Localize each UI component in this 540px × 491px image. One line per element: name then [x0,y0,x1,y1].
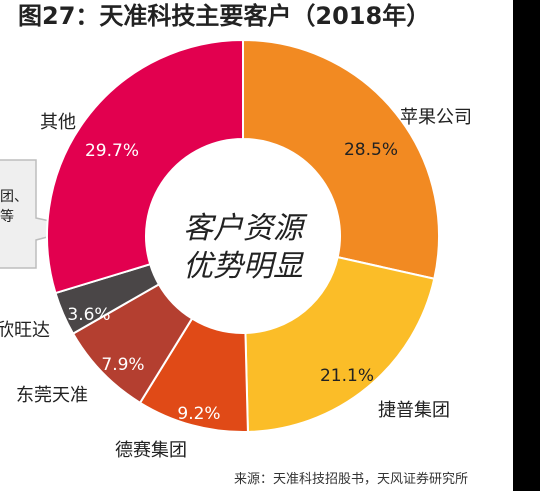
donut-hole [146,139,340,333]
slice-value-label-3: 7.9% [101,355,144,375]
callout-line-2: 等 [0,209,14,225]
slice-value-label-0: 28.5% [344,140,398,160]
slice-value-label-5: 29.7% [85,141,139,161]
center-text-line1: 客户资源 [183,211,308,246]
page-title: 图27：天准科技主要客户（2018年） [18,2,431,30]
slice-value-label-2: 9.2% [177,404,220,424]
slice-value-label-4: 3.6% [67,305,110,325]
slice-name-label-2: 德赛集团 [115,440,187,461]
callout: 团、 等 [0,160,60,270]
slice-name-label-5: 其他 [40,112,76,133]
source-note: 来源：天准科技招股书，天风证券研究所 [234,472,469,487]
slice-name-label-3: 东莞天准 [16,385,88,406]
slice-name-label-0: 苹果公司 [400,107,472,128]
center-text-line2: 优势明显 [183,249,304,284]
slice-name-label-4: 欣旺达 [0,320,50,341]
slice-value-label-1: 21.1% [320,366,374,386]
callout-line-1: 团、 [0,189,28,205]
slice-name-label-1: 捷普集团 [378,400,450,421]
right-edge-bar [513,0,540,491]
